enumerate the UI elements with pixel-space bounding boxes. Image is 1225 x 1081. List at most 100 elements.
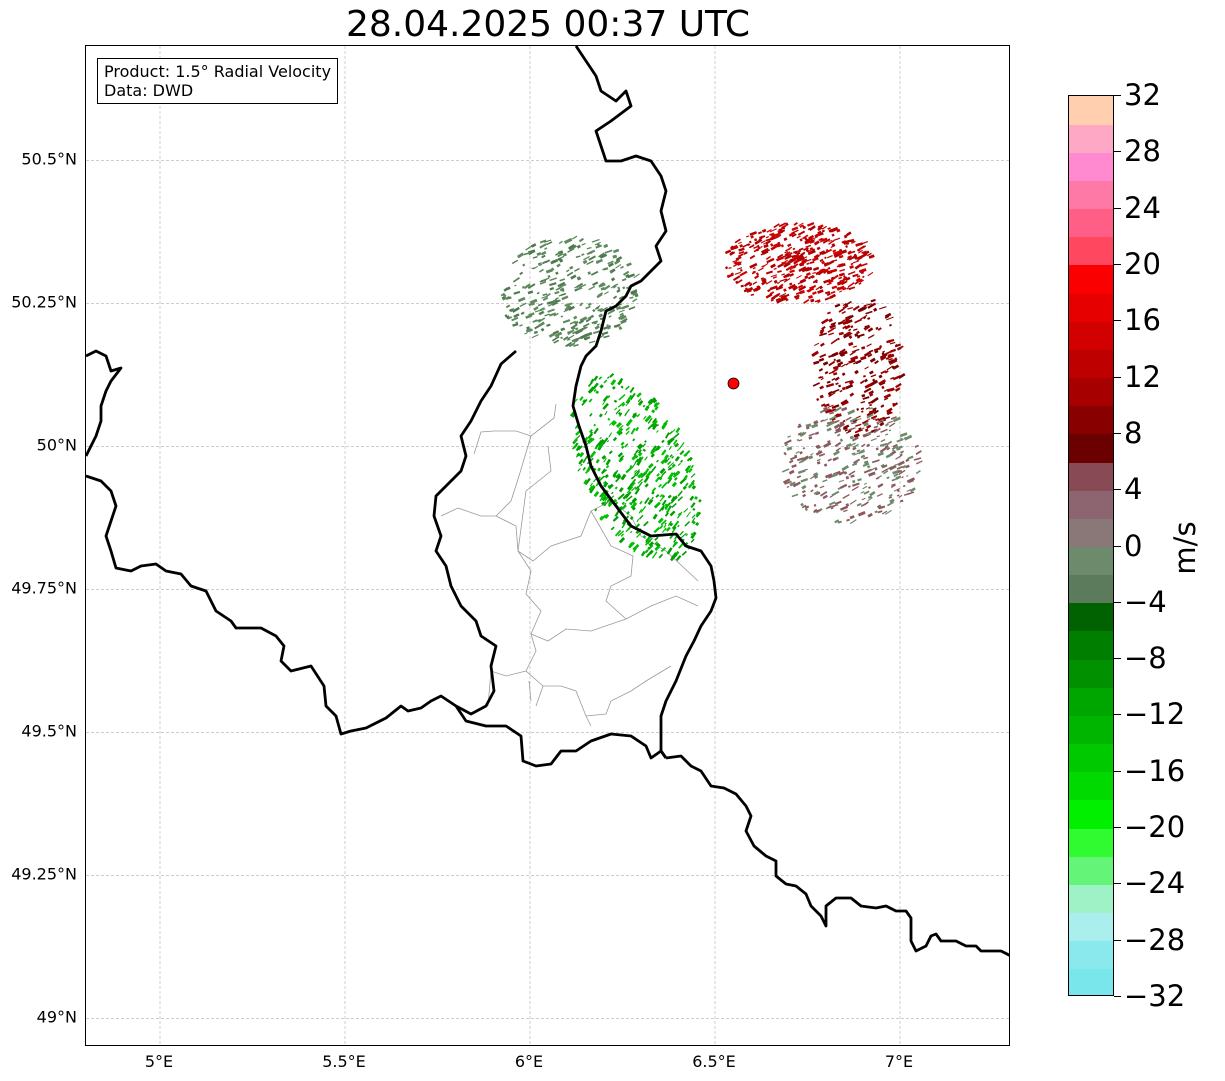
district-border bbox=[495, 403, 557, 517]
lat-tick-label: 49.75°N bbox=[11, 578, 77, 598]
colorbar-tick bbox=[1114, 601, 1121, 603]
colorbar-tick bbox=[1114, 489, 1121, 491]
district-border bbox=[535, 685, 544, 707]
lon-tick-label: 5.5°E bbox=[322, 1052, 366, 1071]
border-france-belgium bbox=[86, 474, 457, 736]
colorbar-tick bbox=[1114, 658, 1121, 660]
district-border bbox=[625, 595, 699, 620]
lat-tick-label: 50.5°N bbox=[21, 149, 77, 169]
colorbar-tick-label: 32 bbox=[1124, 78, 1161, 112]
colorbar-segment bbox=[1069, 462, 1113, 491]
district-border bbox=[528, 680, 532, 702]
lat-tick-label: 50.25°N bbox=[11, 292, 77, 312]
colorbar-segment bbox=[1069, 912, 1113, 942]
colorbar-segment bbox=[1069, 630, 1113, 660]
colorbar-segment bbox=[1069, 264, 1113, 294]
colorbar-tick-label: −12 bbox=[1124, 697, 1186, 732]
colorbar-segment bbox=[1069, 321, 1113, 350]
colorbar-tick bbox=[1114, 545, 1121, 547]
colorbar-tick bbox=[1114, 827, 1121, 829]
district-border bbox=[590, 510, 634, 620]
district-border bbox=[473, 430, 532, 455]
colorbar-tick-label: 4 bbox=[1124, 472, 1143, 507]
colorbar-segment bbox=[1069, 96, 1113, 125]
colorbar-tick-label: −16 bbox=[1124, 753, 1186, 788]
colorbar-tick-label: 12 bbox=[1124, 359, 1161, 394]
colorbar-segment bbox=[1069, 490, 1113, 519]
echo-region-near-zero-east bbox=[781, 406, 923, 525]
colorbar-tick-label: −28 bbox=[1124, 922, 1186, 957]
colorbar-tick-label: 8 bbox=[1124, 415, 1143, 450]
colorbar-tick-label: −32 bbox=[1124, 979, 1186, 1013]
colorbar-tick bbox=[1114, 432, 1121, 434]
lon-tick-label: 7°E bbox=[884, 1052, 914, 1071]
colorbar-tick-label: −20 bbox=[1124, 810, 1186, 845]
gridlines bbox=[86, 46, 1009, 1045]
colorbar-tick-label: 28 bbox=[1124, 134, 1161, 169]
colorbar-segment bbox=[1069, 771, 1113, 801]
colorbar-segment bbox=[1069, 828, 1113, 857]
country-borders bbox=[86, 46, 1009, 957]
border-luxembourg-belgium bbox=[432, 349, 517, 716]
district-border bbox=[487, 670, 527, 707]
lon-tick-label: 6.5°E bbox=[692, 1052, 736, 1071]
echo-region-outbound-north bbox=[724, 221, 875, 304]
district-border bbox=[495, 515, 519, 552]
echo-region-inbound-southwest bbox=[569, 373, 702, 562]
radar-echoes bbox=[500, 221, 923, 562]
product-line: Product: 1.5° Radial Velocity bbox=[104, 62, 332, 81]
colorbar-segment bbox=[1069, 799, 1113, 829]
colorbar-tick bbox=[1114, 263, 1121, 265]
colorbar-segment bbox=[1069, 293, 1113, 322]
lat-tick-label: 49.25°N bbox=[11, 864, 77, 884]
colorbar-tick bbox=[1114, 207, 1121, 209]
colorbar-tick bbox=[1114, 996, 1121, 997]
echo-region-outbound-east bbox=[811, 298, 906, 438]
radar-site-marker[interactable] bbox=[727, 377, 740, 390]
colorbar-segment bbox=[1069, 518, 1113, 547]
colorbar-segment bbox=[1069, 602, 1113, 632]
colorbar-tick-label: 24 bbox=[1124, 190, 1161, 225]
radar-map[interactable] bbox=[85, 45, 1010, 1046]
colorbar bbox=[1068, 95, 1114, 996]
colorbar-segment bbox=[1069, 546, 1113, 576]
data-source-line: Data: DWD bbox=[104, 81, 194, 100]
border-luxembourg-germany bbox=[571, 46, 718, 759]
colorbar-segment bbox=[1069, 940, 1113, 970]
colorbar-tick-label: 16 bbox=[1124, 303, 1161, 338]
colorbar-segment bbox=[1069, 208, 1113, 238]
lon-tick-label: 6°E bbox=[514, 1052, 544, 1071]
map-canvas bbox=[86, 46, 1009, 1045]
colorbar-tick-label: 0 bbox=[1124, 528, 1143, 563]
lat-tick-label: 49°N bbox=[36, 1007, 77, 1027]
colorbar-segment bbox=[1069, 574, 1113, 604]
colorbar-segment bbox=[1069, 743, 1113, 773]
colorbar-tick-label: −24 bbox=[1124, 866, 1186, 901]
district-border bbox=[517, 445, 699, 582]
district-borders bbox=[440, 403, 699, 727]
colorbar-segment bbox=[1069, 659, 1113, 688]
colorbar-tick bbox=[1114, 320, 1121, 322]
colorbar-segment bbox=[1069, 884, 1113, 914]
colorbar-segment bbox=[1069, 433, 1113, 463]
colorbar-tick bbox=[1114, 95, 1121, 96]
colorbar-tick bbox=[1114, 151, 1121, 153]
colorbar-segment bbox=[1069, 715, 1113, 745]
border-luxembourg-france bbox=[454, 705, 668, 768]
district-border bbox=[525, 633, 592, 727]
colorbar-segment bbox=[1069, 180, 1113, 210]
colorbar-tick-label: 20 bbox=[1124, 246, 1161, 281]
colorbar-segment bbox=[1069, 124, 1113, 153]
colorbar-segment bbox=[1069, 349, 1113, 379]
colorbar-tick bbox=[1114, 770, 1121, 772]
border-france-germany bbox=[665, 754, 1009, 957]
colorbar-segment bbox=[1069, 687, 1113, 716]
echo-region-inbound-northwest bbox=[500, 235, 640, 348]
district-border bbox=[440, 507, 496, 517]
colorbar-tick-label: −8 bbox=[1124, 641, 1167, 676]
chart-title: 28.04.2025 00:37 UTC bbox=[345, 4, 751, 45]
colorbar-tick-label: −4 bbox=[1124, 584, 1167, 619]
colorbar-segment bbox=[1069, 968, 1113, 995]
colorbar-unit-label: m/s bbox=[1168, 521, 1202, 575]
colorbar-tick bbox=[1114, 376, 1121, 378]
